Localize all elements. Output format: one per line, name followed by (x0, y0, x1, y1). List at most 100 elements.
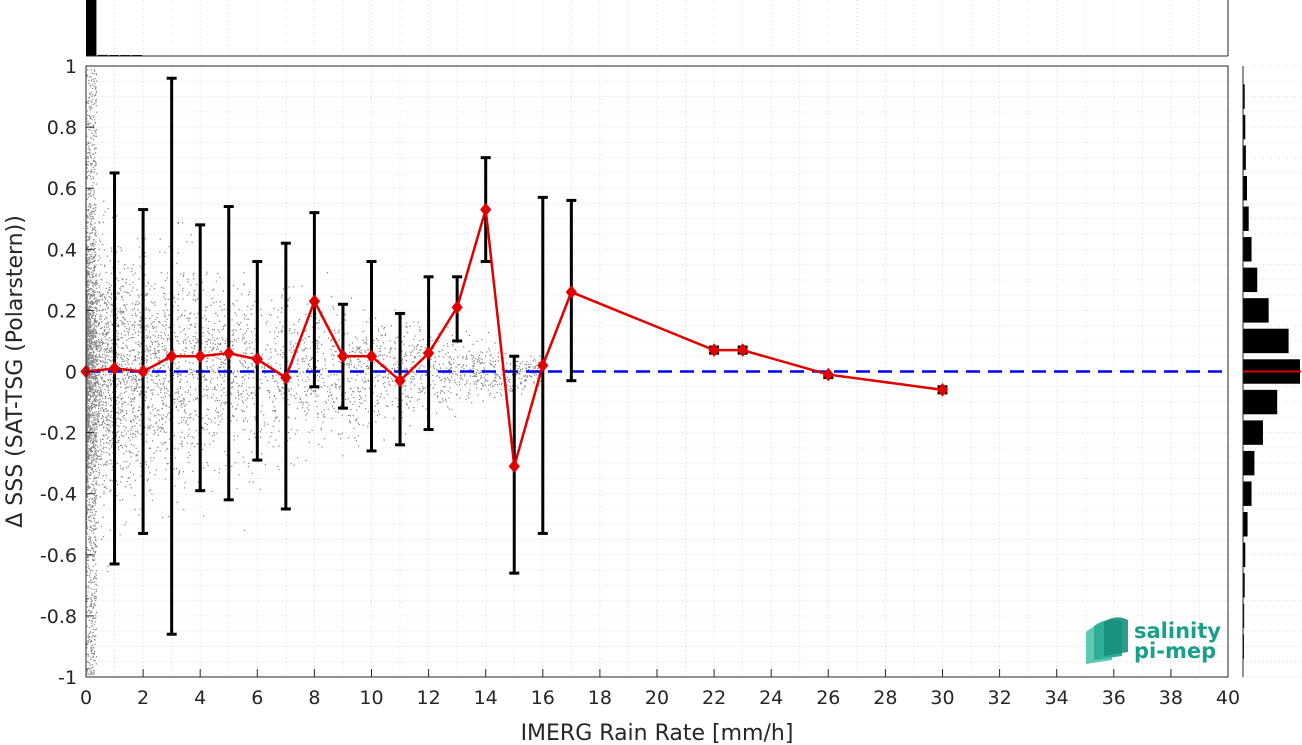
scatter-point (86, 282, 88, 284)
scatter-point (108, 381, 110, 383)
scatter-point (292, 363, 294, 365)
scatter-point (138, 320, 140, 322)
scatter-point (101, 360, 103, 362)
scatter-point (86, 406, 88, 409)
scatter-point (105, 374, 107, 376)
scatter-point (251, 397, 254, 399)
scatter-point (139, 256, 141, 258)
scatter-point (98, 287, 100, 289)
scatter-point (472, 367, 474, 369)
scatter-point (87, 364, 90, 367)
scatter-point (253, 348, 255, 350)
scatter-point (129, 439, 131, 441)
scatter-point (433, 347, 435, 349)
scatter-point (88, 339, 90, 341)
scatter-point (144, 399, 146, 402)
scatter-point (87, 259, 89, 262)
scatter-point (150, 357, 152, 359)
scatter-point (137, 294, 139, 296)
scatter-point (101, 384, 103, 387)
scatter-point (416, 352, 419, 355)
scatter-point (91, 378, 94, 380)
scatter-point (117, 260, 119, 263)
scatter-point (330, 393, 332, 395)
scatter-point (104, 362, 106, 364)
scatter-point (103, 410, 105, 412)
scatter-point (96, 400, 98, 402)
scatter-point (138, 363, 141, 365)
scatter-point (205, 318, 207, 320)
scatter-point (135, 380, 137, 383)
right-hist-bar (1243, 175, 1247, 201)
scatter-point (94, 377, 97, 380)
scatter-point (252, 355, 255, 357)
scatter-point (123, 401, 125, 403)
scatter-point (92, 394, 94, 397)
scatter-point (246, 420, 249, 422)
scatter-point (194, 326, 196, 328)
scatter-point (132, 309, 134, 311)
scatter-point (434, 383, 436, 385)
scatter-point (457, 342, 459, 344)
scatter-point (103, 504, 105, 506)
scatter-point (90, 432, 93, 434)
scatter-point (377, 355, 379, 358)
scatter-point (93, 475, 96, 478)
scatter-point (183, 403, 185, 405)
scatter-point (222, 325, 225, 328)
scatter-point (121, 295, 123, 297)
scatter-point (98, 299, 100, 301)
scatter-point (167, 334, 169, 336)
scatter-point (102, 434, 104, 436)
scatter-point (212, 364, 214, 366)
scatter-point (91, 384, 93, 386)
scatter-point (86, 404, 88, 407)
scatter-point (103, 446, 105, 448)
scatter-point (404, 389, 406, 391)
scatter-point (480, 351, 482, 353)
scatter-point (275, 418, 277, 420)
scatter-point (132, 333, 134, 336)
scatter-point (96, 418, 99, 420)
scatter-point (132, 360, 134, 362)
scatter-point (89, 302, 91, 304)
scatter-point (123, 370, 125, 373)
scatter-point (88, 270, 90, 273)
scatter-point (90, 301, 92, 303)
scatter-point (109, 405, 112, 407)
scatter-point (115, 308, 118, 310)
scatter-point (409, 400, 411, 402)
scatter-point (224, 450, 226, 453)
scatter-point (308, 379, 310, 381)
scatter-point (98, 410, 100, 413)
scatter-point (489, 354, 491, 357)
scatter-point (254, 416, 256, 418)
scatter-point (168, 412, 170, 414)
scatter-point (160, 272, 163, 274)
scatter-point (311, 357, 313, 359)
scatter-point (109, 426, 112, 428)
scatter-point (90, 242, 92, 245)
scatter-point (446, 343, 448, 345)
scatter-point (137, 334, 139, 336)
scatter-point (201, 342, 203, 344)
scatter-point (162, 418, 164, 420)
scatter-point (182, 471, 185, 473)
scatter-point (282, 387, 284, 389)
scatter-point (86, 424, 88, 426)
scatter-point (158, 350, 160, 352)
scatter-point (179, 354, 182, 356)
scatter-point (211, 350, 213, 352)
scatter-point (154, 288, 156, 290)
scatter-point (194, 446, 196, 448)
scatter-point (86, 465, 88, 467)
scatter-point (243, 360, 246, 362)
scatter-point (92, 307, 94, 309)
scatter-point (172, 349, 174, 352)
scatter-point (96, 398, 98, 401)
scatter-point (174, 457, 177, 459)
scatter-point (125, 446, 128, 448)
scatter-point (121, 447, 124, 449)
scatter-point (241, 362, 243, 365)
scatter-point (412, 376, 414, 378)
